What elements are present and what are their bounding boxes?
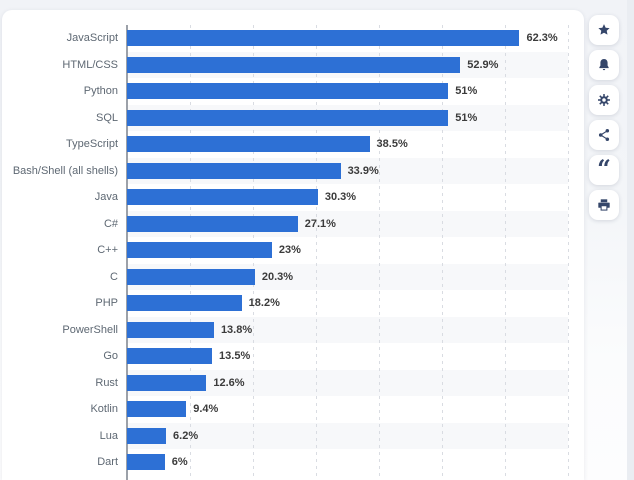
printer-icon	[598, 199, 610, 211]
category-label: TypeScript	[66, 138, 118, 151]
bar	[127, 242, 272, 259]
value-label: 6.2%	[173, 429, 199, 442]
bar	[127, 30, 520, 47]
value-label: 30.3%	[324, 191, 357, 204]
alerts-button[interactable]	[589, 50, 619, 80]
category-label: JavaScript	[66, 32, 118, 45]
bar	[127, 136, 370, 153]
category-label: Go	[103, 350, 118, 363]
value-label: 51%	[455, 111, 478, 124]
category-label: C	[110, 270, 118, 283]
category-label: PHP	[95, 297, 118, 310]
value-label: 13.5%	[219, 350, 251, 363]
gridline	[316, 25, 317, 480]
gear-icon	[598, 94, 610, 106]
print-button[interactable]	[589, 190, 619, 220]
bar	[127, 268, 255, 285]
value-label: 52.9%	[467, 58, 499, 71]
category-label: Python	[83, 85, 118, 98]
value-label: 12.6%	[213, 376, 245, 389]
category-label: Dart	[97, 456, 118, 469]
category-label: HTML/CSS	[62, 58, 118, 71]
scrollbar-track[interactable]	[627, 0, 634, 480]
value-label: 51%	[455, 85, 478, 98]
category-label: SQL	[95, 111, 118, 124]
value-label: 27.1%	[304, 217, 336, 230]
value-label: 9.4%	[193, 403, 219, 416]
value-label: 13.8%	[220, 323, 253, 336]
bar	[127, 454, 165, 471]
bar	[127, 83, 449, 100]
star-icon	[598, 24, 610, 35]
value-label: 18.2%	[248, 297, 280, 310]
value-label: 33.9%	[347, 164, 379, 177]
category-label: PowerShell	[62, 323, 118, 336]
settings-button[interactable]	[589, 85, 619, 115]
bar	[127, 109, 449, 126]
bar	[127, 295, 242, 312]
gridline	[442, 25, 443, 480]
bar	[127, 401, 187, 418]
row-band	[127, 422, 568, 449]
cite-button[interactable]: “	[589, 155, 619, 185]
bar	[127, 215, 298, 232]
value-label: 62.3%	[526, 32, 558, 45]
bar	[127, 321, 214, 338]
chart-card: JavaScript 62.3% HTML/CSS 52.9% Python 51% SQL…	[2, 10, 584, 480]
category-label: Kotlin	[90, 403, 118, 416]
value-label: 23%	[278, 244, 301, 257]
bar	[127, 374, 207, 391]
value-label: 6%	[171, 456, 188, 469]
category-label: C++	[97, 244, 118, 257]
share-button[interactable]	[589, 120, 619, 150]
value-label: 20.3%	[261, 270, 294, 283]
category-label: Bash/Shell (all shells)	[12, 164, 118, 177]
action-toolbar: “	[589, 15, 619, 220]
bar	[127, 56, 461, 73]
category-label: Lua	[99, 429, 118, 442]
gridline	[379, 25, 380, 480]
bell-icon	[599, 59, 609, 71]
bar	[127, 189, 318, 206]
bar-chart: JavaScript 62.3% HTML/CSS 52.9% Python 51% SQL…	[2, 10, 584, 480]
gridline	[568, 25, 569, 480]
share-icon	[598, 129, 610, 141]
category-label: Rust	[95, 376, 118, 389]
category-label: Java	[94, 191, 118, 204]
bar	[127, 427, 167, 444]
quote-icon: “	[597, 153, 611, 183]
bar	[127, 162, 341, 179]
category-label: C#	[103, 217, 118, 230]
bar	[127, 348, 213, 365]
gridline	[505, 25, 506, 480]
value-label: 38.5%	[376, 138, 408, 151]
favorite-button[interactable]	[589, 15, 619, 45]
